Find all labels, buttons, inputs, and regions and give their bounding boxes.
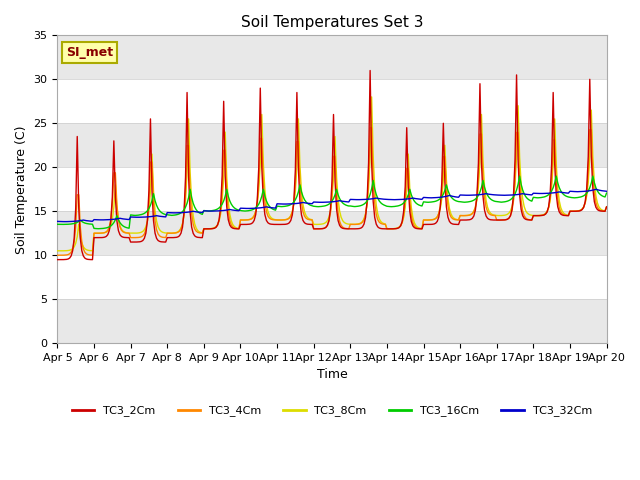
Bar	[58, 123, 607, 168]
Legend: TC3_2Cm, TC3_4Cm, TC3_8Cm, TC3_16Cm, TC3_32Cm: TC3_2Cm, TC3_4Cm, TC3_8Cm, TC3_16Cm, TC3…	[68, 401, 596, 421]
Title: Soil Temperatures Set 3: Soil Temperatures Set 3	[241, 15, 423, 30]
Bar	[58, 211, 607, 255]
Bar	[58, 299, 607, 343]
Bar	[58, 36, 607, 79]
X-axis label: Time: Time	[317, 369, 348, 382]
Y-axis label: Soil Temperature (C): Soil Temperature (C)	[15, 125, 28, 253]
Text: SI_met: SI_met	[66, 46, 113, 59]
